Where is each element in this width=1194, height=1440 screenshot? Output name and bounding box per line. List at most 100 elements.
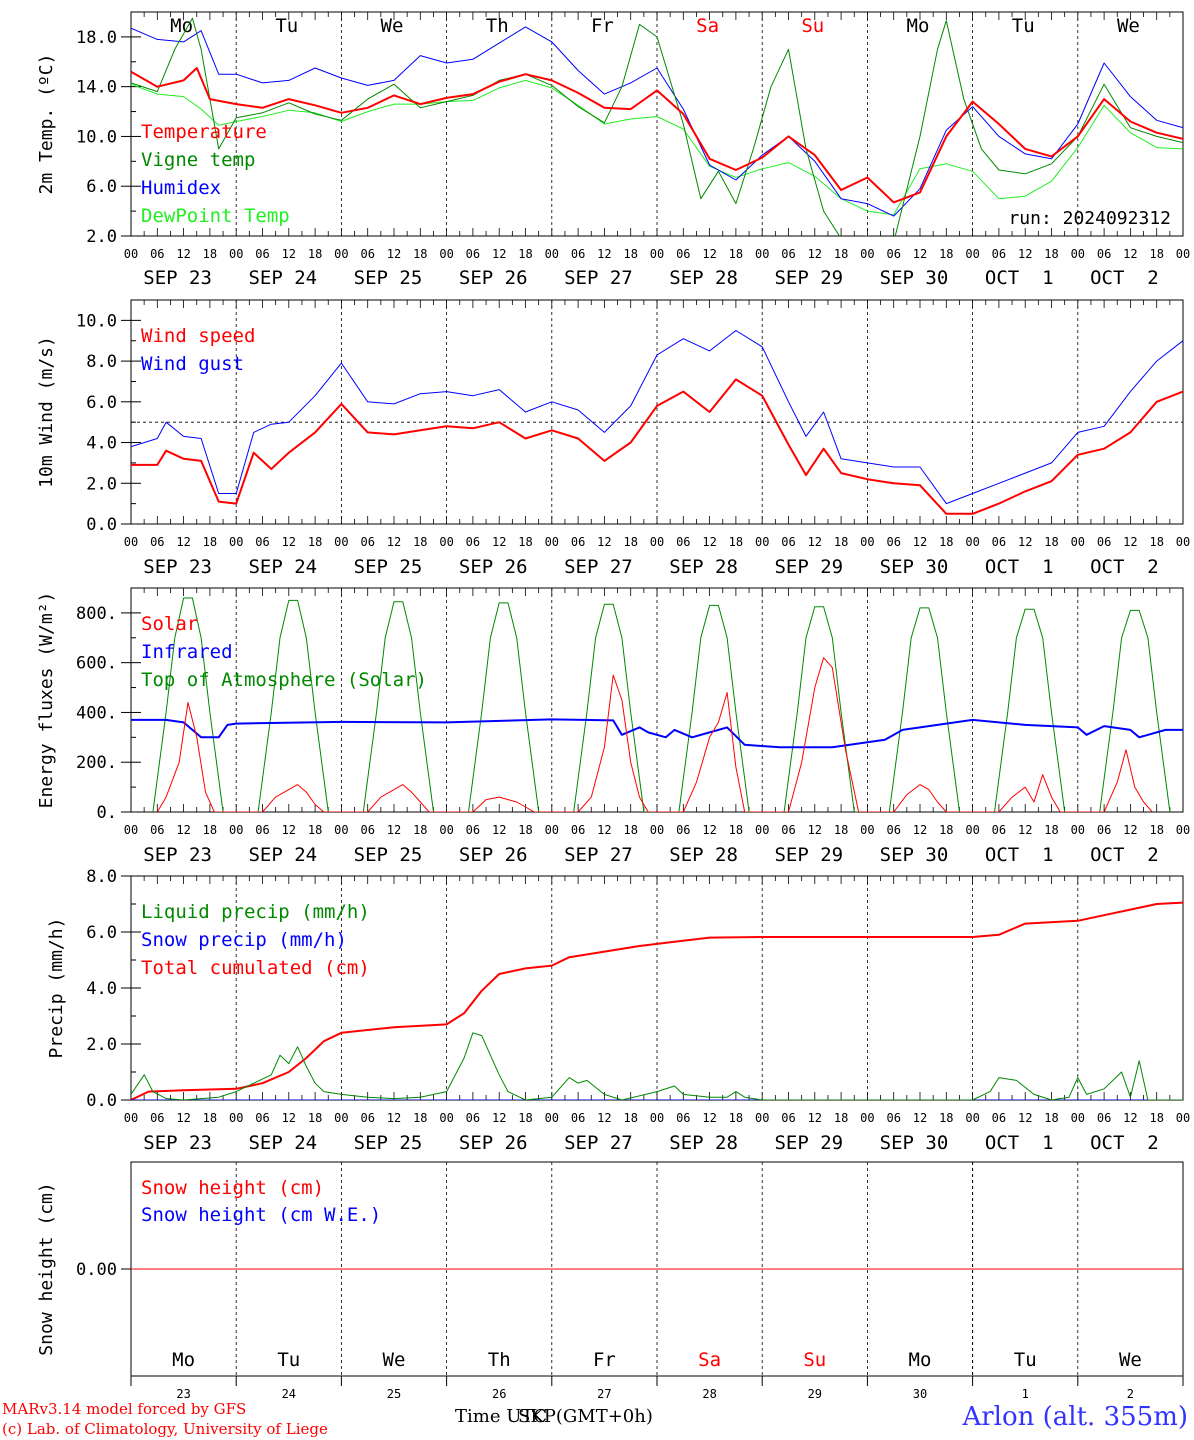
hour-tick-label: 00 [229,1111,243,1125]
hour-tick-label: 06 [360,823,374,837]
hour-tick-label: 06 [992,247,1006,261]
hour-tick-label: 12 [702,1111,716,1125]
hour-tick-label: 12 [492,247,506,261]
y-tick-label: 6.0 [86,393,117,413]
weekday-label: Mo [909,1349,932,1371]
y-tick-label: 14.0 [76,78,117,98]
hour-tick-label: 12 [492,823,506,837]
hour-tick-label: 18 [939,1111,953,1125]
weekday-label: Tu [1012,15,1035,37]
day-number-label: 27 [597,1387,611,1401]
hour-tick-label: 00 [860,535,874,549]
date-label: SEP 23 [143,556,212,578]
weekday-label: Mo [170,15,193,37]
hour-tick-label: 12 [808,823,822,837]
hour-tick-label: 12 [808,1111,822,1125]
series-group [131,330,1183,515]
hour-tick-label: 00 [229,247,243,261]
hour-tick-label: 00 [334,823,348,837]
date-label: SEP 30 [880,556,949,578]
legend-entry: Total cumulated (cm) [141,957,370,979]
hour-tick-label: 18 [518,535,532,549]
hour-tick-label: 12 [387,823,401,837]
hour-tick-label: 06 [150,247,164,261]
date-label: OCT 1 [985,556,1054,578]
hour-tick-label: 18 [623,1111,637,1125]
hour-tick-label: 06 [466,535,480,549]
hour-tick-label: 00 [545,1111,559,1125]
hour-tick-label: 12 [913,247,927,261]
hour-tick-label: 18 [834,535,848,549]
hour-tick-label: 06 [781,823,795,837]
weekday-label: Sa [698,1349,721,1371]
date-label: SEP 28 [669,267,738,289]
hour-tick-label: 06 [466,247,480,261]
hour-tick-label: 06 [992,823,1006,837]
hour-tick-label: 12 [702,247,716,261]
hour-tick-label: 18 [308,535,322,549]
hour-tick-label: 00 [1176,535,1190,549]
y-tick-label: 18.0 [76,28,117,48]
chart-panel-3: 00 06 12 18 00 06 12 18 00 06 12 18 00 06 12 18 00 06 12 18… [36,587,1190,866]
lab-credit: (c) Lab. of Climatology, University of L… [2,1420,328,1438]
hour-tick-label: 06 [255,535,269,549]
series-group [131,17,1183,236]
hour-tick-label: 06 [1097,823,1111,837]
series-line-total-cumulated-cm- [131,901,1183,1100]
model-credit: MARv3.14 model forced by GFS [2,1400,247,1418]
hour-tick-label: 18 [1044,823,1058,837]
date-label: SEP 29 [774,844,843,866]
hour-tick-label: 00 [439,247,453,261]
hour-tick-label: 00 [439,535,453,549]
hour-tick-label: 00 [650,1111,664,1125]
date-label: SEP 24 [248,267,317,289]
plot-frame [130,587,1184,813]
y-tick-label: 6.0 [86,923,117,943]
date-label: OCT 2 [1090,1132,1159,1154]
hour-tick-label: 18 [203,247,217,261]
hour-tick-label: 18 [308,247,322,261]
y-tick-label: 600. [76,654,117,674]
y-tick-label: 200. [76,753,117,773]
y-tick-label: 4.0 [86,434,117,454]
y-tick-label: 8.0 [86,867,117,887]
hour-tick-label: 06 [676,823,690,837]
hour-tick-label: 06 [992,535,1006,549]
weekday-label: Tu [275,15,298,37]
hour-tick-label: 00 [860,823,874,837]
weekday-label: Th [486,15,509,37]
hour-tick-label: 18 [623,823,637,837]
date-label: SEP 26 [459,267,528,289]
hour-tick-label: 00 [1176,823,1190,837]
hour-tick-label: 06 [571,535,585,549]
hour-tick-label: 12 [387,1111,401,1125]
y-tick-label: 400. [76,703,117,723]
hour-tick-label: 00 [755,823,769,837]
weekday-label: Fr [591,15,614,37]
y-tick-label: 0. [97,803,117,823]
hour-tick-label: 06 [466,823,480,837]
y-axis-title: Energy fluxes (W/m²) [36,592,57,809]
date-label: SEP 24 [248,1132,317,1154]
hour-tick-label: 12 [176,823,190,837]
hour-tick-label: 06 [676,247,690,261]
hour-tick-label: 12 [176,1111,190,1125]
series-group [131,901,1183,1100]
hour-tick-label: 12 [1018,247,1032,261]
series-line-wind-gust [131,330,1183,505]
chart-panel-4: 00 06 12 18 00 06 12 18 00 06 12 18 00 06 12 18 00 06 12 18… [46,867,1190,1154]
date-label: SEP 27 [564,1132,633,1154]
hour-tick-label: 18 [729,535,743,549]
y-tick-label: 2.0 [86,474,117,494]
hour-tick-label: 00 [965,535,979,549]
timezone-label: SKP(GMT+0h) [518,1406,653,1427]
legend-entry: Snow height (cm W.E.) [141,1204,381,1226]
hour-tick-label: 00 [1176,247,1190,261]
date-label: SEP 30 [880,844,949,866]
hour-tick-label: 06 [466,1111,480,1125]
hour-tick-label: 18 [1149,247,1163,261]
hour-tick-label: 00 [650,247,664,261]
hour-tick-label: 06 [255,247,269,261]
hour-tick-label: 18 [518,823,532,837]
y-tick-label: 2.0 [86,227,117,247]
